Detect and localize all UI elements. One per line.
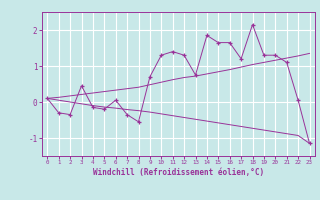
X-axis label: Windchill (Refroidissement éolien,°C): Windchill (Refroidissement éolien,°C) (93, 168, 264, 177)
